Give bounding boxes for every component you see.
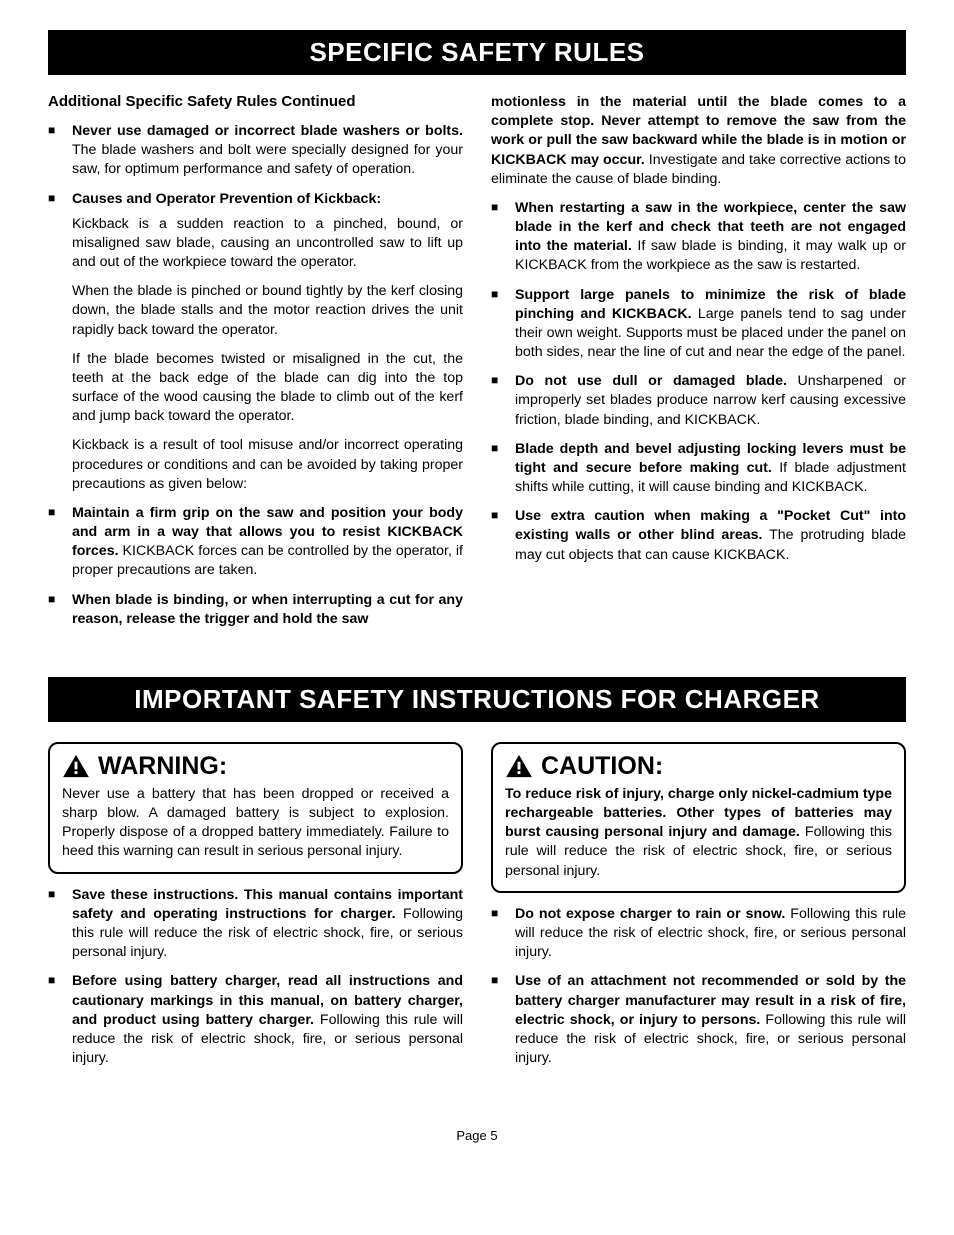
warning-box: WARNING: Never use a battery that has be…: [48, 742, 463, 874]
continuation-para: motionless in the material until the bla…: [491, 93, 906, 189]
bold-lead: Causes and Operator Prevention of Kickba…: [72, 191, 381, 207]
item-rest: KICKBACK forces can be controlled by the…: [72, 543, 463, 578]
warning-head: WARNING:: [62, 752, 449, 781]
safety-item: When blade is binding, or when interrupt…: [48, 591, 463, 629]
safety-item: Use extra caution when making a "Pocket …: [491, 507, 906, 565]
safety-list-left: Never use damaged or incorrect blade was…: [48, 122, 463, 209]
bold-lead: Do not use dull or damaged blade.: [515, 373, 787, 389]
charger-col-left: WARNING: Never use a battery that has be…: [48, 742, 463, 1078]
charger-item: Do not expose charger to rain or snow. F…: [491, 905, 906, 963]
safety-list-left-2: Maintain a firm grip on the saw and posi…: [48, 504, 463, 629]
bold-lead: Do not expose charger to rain or snow.: [515, 906, 785, 922]
kickback-para: If the blade becomes twisted or misalign…: [48, 350, 463, 427]
caution-title: CAUTION:: [541, 752, 663, 781]
charger-col-right: CAUTION: To reduce risk of injury, charg…: [491, 742, 906, 1078]
safety-col-left: Additional Specific Safety Rules Continu…: [48, 93, 463, 639]
charger-list-right: Do not expose charger to rain or snow. F…: [491, 905, 906, 1068]
safety-col-right: motionless in the material until the bla…: [491, 93, 906, 639]
page-number: Page 5: [48, 1128, 906, 1143]
safety-list-right: When restarting a saw in the workpiece, …: [491, 199, 906, 565]
kickback-para: Kickback is a result of tool misuse and/…: [48, 436, 463, 494]
caution-box: CAUTION: To reduce risk of injury, charg…: [491, 742, 906, 893]
kickback-para: Kickback is a sudden reaction to a pinch…: [48, 215, 463, 273]
kickback-para: When the blade is pinched or bound tight…: [48, 282, 463, 340]
section-header-safety-rules: SPECIFIC SAFETY RULES: [48, 30, 906, 75]
manual-page: SPECIFIC SAFETY RULES Additional Specifi…: [0, 0, 954, 1163]
caution-body: To reduce risk of injury, charge only ni…: [505, 785, 892, 881]
warning-body: Never use a battery that has been droppe…: [62, 785, 449, 862]
caution-icon: [505, 754, 533, 778]
safety-rules-columns: Additional Specific Safety Rules Continu…: [48, 93, 906, 639]
safety-item: Maintain a firm grip on the saw and posi…: [48, 504, 463, 581]
caution-head: CAUTION:: [505, 752, 892, 781]
charger-item: Use of an attachment not recommended or …: [491, 972, 906, 1068]
warning-icon: [62, 754, 90, 778]
charger-item: Save these instructions. This manual con…: [48, 886, 463, 963]
safety-item: Causes and Operator Prevention of Kickba…: [48, 190, 463, 209]
charger-item: Before using battery charger, read all i…: [48, 972, 463, 1068]
safety-item: Do not use dull or damaged blade. Unshar…: [491, 372, 906, 430]
item-rest: The blade washers and bolt were speciall…: [72, 142, 463, 177]
safety-item: When restarting a saw in the workpiece, …: [491, 199, 906, 276]
charger-list-left: Save these instructions. This manual con…: [48, 886, 463, 1069]
safety-item: Support large panels to minimize the ris…: [491, 286, 906, 363]
bold-lead: Never use damaged or incorrect blade was…: [72, 123, 463, 139]
safety-item: Never use damaged or incorrect blade was…: [48, 122, 463, 180]
warning-title: WARNING:: [98, 752, 227, 781]
bold-lead: When blade is binding, or when interrupt…: [72, 592, 463, 627]
charger-columns: WARNING: Never use a battery that has be…: [48, 742, 906, 1078]
safety-item: Blade depth and bevel adjusting locking …: [491, 440, 906, 498]
sub-heading: Additional Specific Safety Rules Continu…: [48, 93, 463, 110]
section-header-charger: IMPORTANT SAFETY INSTRUCTIONS FOR CHARGE…: [48, 677, 906, 722]
